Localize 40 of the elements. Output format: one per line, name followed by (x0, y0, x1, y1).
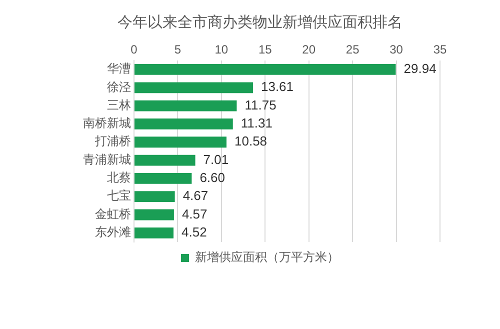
bar (134, 227, 174, 238)
bar (134, 191, 175, 202)
y-tick-label: 徐泾 (107, 80, 131, 94)
data-label: 10.58 (234, 134, 268, 149)
x-tick-label: 20 (302, 42, 316, 57)
bar (134, 82, 253, 94)
data-label: 29.94 (404, 61, 436, 76)
y-tick-label: 东外滩 (95, 225, 131, 240)
x-tick-label: 10 (214, 42, 228, 57)
x-tick-label: 30 (390, 42, 404, 57)
bar (134, 118, 233, 130)
bar (134, 136, 226, 148)
y-tick-label: 北蔡 (107, 170, 131, 185)
y-tick-label: 南桥新城 (83, 116, 131, 130)
y-tick-label: 金虹桥 (95, 206, 131, 221)
legend-label: 新增供应面积（万平方米） (195, 250, 339, 264)
bar (134, 64, 396, 75)
data-label: 11.31 (240, 116, 272, 131)
y-tick-label: 华漕 (107, 62, 131, 76)
bar (134, 172, 192, 184)
bar (134, 209, 174, 220)
data-label: 7.01 (203, 152, 229, 167)
x-tick-label: 15 (258, 42, 272, 57)
y-tick-label: 青浦新城 (83, 152, 131, 166)
y-tick-label: 打浦桥 (94, 134, 131, 148)
y-tick-label: 三林 (107, 98, 131, 112)
data-label: 13.61 (260, 79, 294, 94)
chart-title: 今年以来全市商办类物业新增供应面积排名 (118, 12, 402, 31)
x-tick-label: 0 (130, 42, 138, 57)
data-label: 4.52 (182, 224, 207, 240)
x-tick-label: 5 (174, 42, 182, 57)
data-label: 11.75 (244, 97, 276, 112)
x-tick-label: 25 (346, 42, 360, 57)
bar (134, 100, 237, 112)
bar (134, 154, 196, 166)
data-label: 4.57 (182, 206, 208, 222)
data-label: 6.60 (200, 170, 226, 186)
y-tick-label: 七宝 (107, 188, 131, 203)
data-label: 4.67 (182, 188, 208, 204)
x-tick-label: 35 (433, 42, 447, 57)
